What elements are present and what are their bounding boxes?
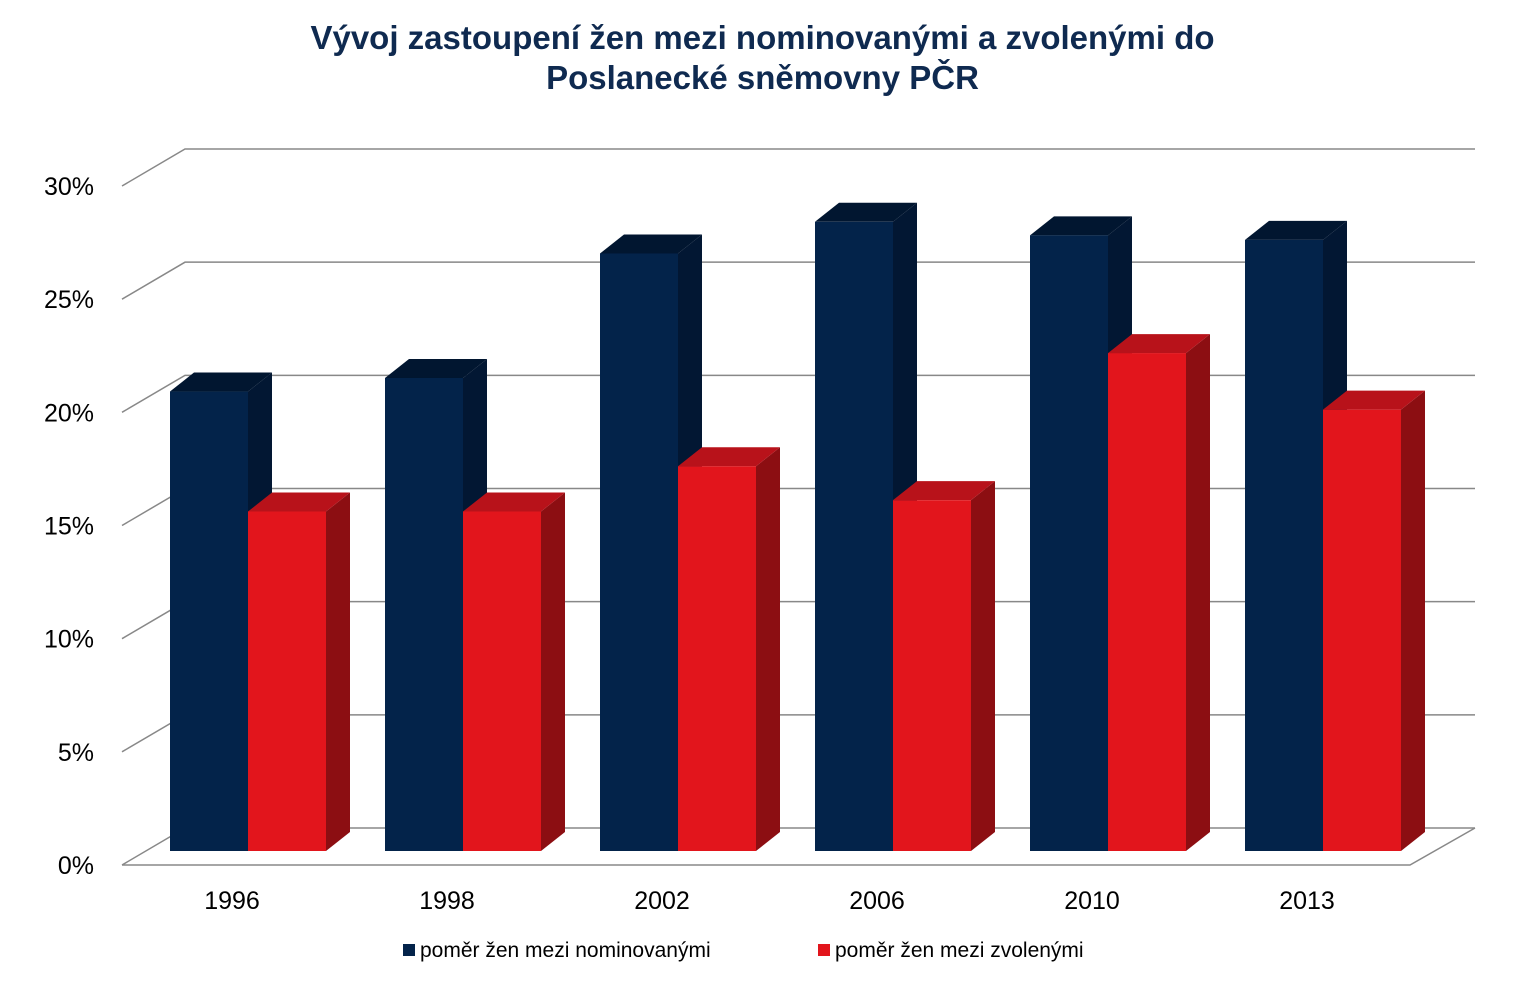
bar-front	[1245, 239, 1323, 851]
bar-top	[170, 372, 272, 392]
bar-top	[1245, 220, 1347, 240]
bar-front	[248, 511, 326, 851]
x-tick-label: 2013	[1279, 887, 1335, 915]
bar-front	[678, 466, 756, 851]
bar-top	[815, 202, 917, 222]
y-axis-ticks: 0% 5% 10% 15% 20% 25% 30%	[44, 173, 94, 880]
legend-swatch	[818, 944, 830, 956]
legend-label: poměr žen mezi nominovanými	[420, 939, 711, 962]
bar	[678, 447, 780, 851]
bar-front	[1108, 353, 1186, 851]
bar-side	[541, 492, 565, 851]
x-tick-label: 1998	[419, 887, 475, 915]
x-tick-label: 2006	[849, 887, 905, 915]
x-tick-label: 2002	[634, 887, 690, 915]
x-tick-label: 2010	[1064, 887, 1120, 915]
bar-top	[248, 492, 350, 512]
floor	[122, 827, 1476, 866]
chart-title-line-2: Poslanecké sněmovny PČR	[546, 59, 979, 96]
chart-title: Vývoj zastoupení žen mezi nominovanými a…	[0, 18, 1525, 98]
bar-side	[1186, 334, 1210, 852]
bar	[1108, 334, 1210, 852]
y-tick-label: 30%	[44, 173, 94, 201]
legend-label: poměr žen mezi zvolenými	[835, 939, 1084, 962]
bar	[1323, 390, 1425, 851]
y-tick-label: 0%	[58, 852, 94, 880]
bar-front	[600, 253, 678, 852]
bar-top	[893, 481, 995, 501]
y-tick-label: 25%	[44, 286, 94, 314]
bar-front	[893, 500, 971, 851]
y-tick-label: 5%	[58, 739, 94, 767]
bars	[170, 202, 1425, 852]
bar-side	[1401, 390, 1425, 851]
chart-title-line-1: Vývoj zastoupení žen mezi nominovanými a…	[310, 19, 1215, 56]
bar-top	[1030, 216, 1132, 236]
bar-front	[170, 391, 248, 851]
x-axis-ticks: 1996 1998 2002 2006 2010 2013	[204, 887, 1335, 915]
bar-side	[756, 447, 780, 851]
gridline	[121, 148, 1475, 187]
bar-top	[1108, 334, 1210, 354]
bar	[463, 492, 565, 851]
bar-front	[1030, 235, 1108, 851]
bar-front	[463, 511, 541, 851]
x-tick-label: 1996	[204, 887, 260, 915]
bar-front	[1323, 409, 1401, 851]
legend-swatch	[403, 944, 415, 956]
floor-edge	[122, 827, 1476, 866]
legend-item: poměr žen mezi zvolenými	[818, 939, 1084, 962]
bar-top	[1323, 390, 1425, 410]
legend: poměr žen mezi nominovanými poměr žen mez…	[403, 939, 1084, 962]
bar-top	[463, 492, 565, 512]
bar	[248, 492, 350, 851]
bar-top	[678, 447, 780, 467]
bar-front	[385, 377, 463, 851]
bar-side	[326, 492, 350, 851]
bar-top	[600, 234, 702, 254]
y-tick-label: 20%	[44, 399, 94, 427]
bar	[893, 481, 995, 851]
legend-item: poměr žen mezi nominovanými	[403, 939, 711, 962]
bar-side	[971, 481, 995, 851]
bar-top	[385, 358, 487, 378]
y-tick-label: 15%	[44, 513, 94, 541]
y-tick-label: 10%	[44, 626, 94, 654]
bar-front	[815, 221, 893, 851]
